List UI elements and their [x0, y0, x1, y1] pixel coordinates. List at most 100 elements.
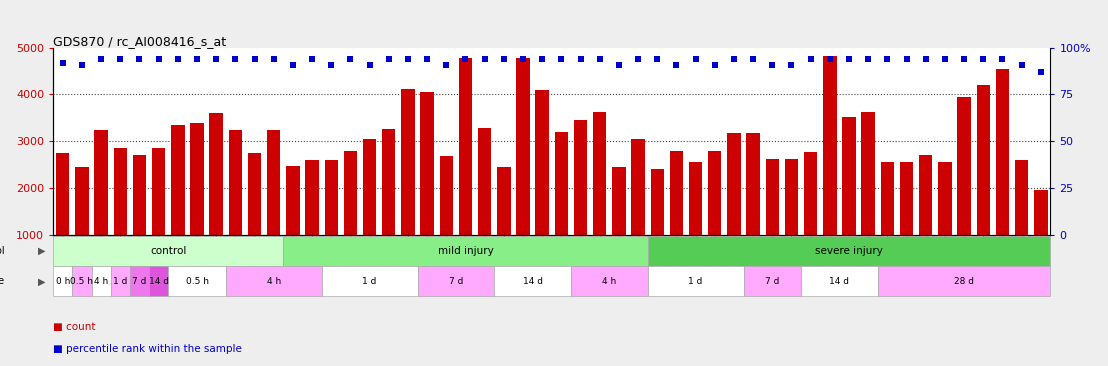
Bar	[325, 160, 338, 235]
Bar	[321, 266, 418, 296]
Bar	[862, 112, 875, 235]
Point	[974, 56, 992, 62]
Point	[438, 63, 455, 68]
Point	[475, 56, 493, 62]
Bar	[191, 123, 204, 235]
Text: 14 d: 14 d	[830, 277, 850, 286]
Point	[92, 56, 110, 62]
Text: ■ percentile rank within the sample: ■ percentile rank within the sample	[53, 344, 242, 354]
Text: severe injury: severe injury	[815, 246, 883, 256]
Bar	[919, 155, 933, 235]
Bar	[226, 266, 321, 296]
Text: mild injury: mild injury	[438, 246, 493, 256]
Bar	[53, 266, 72, 296]
Bar	[571, 266, 648, 296]
Point	[419, 56, 437, 62]
Point	[821, 56, 839, 62]
Bar	[72, 266, 92, 296]
Bar	[209, 113, 223, 235]
Bar	[878, 266, 1050, 296]
Point	[572, 56, 589, 62]
Bar	[535, 90, 548, 235]
Text: ■ count: ■ count	[53, 322, 95, 332]
Bar	[801, 266, 878, 296]
Bar	[881, 163, 894, 235]
Point	[304, 56, 321, 62]
Bar	[727, 133, 740, 235]
Text: 0 h: 0 h	[55, 277, 70, 286]
Text: 14 d: 14 d	[523, 277, 543, 286]
Bar	[555, 132, 568, 235]
Point	[955, 56, 973, 62]
Bar	[574, 120, 587, 235]
Bar	[94, 130, 107, 235]
Bar	[130, 266, 150, 296]
Point	[994, 56, 1012, 62]
Text: 7 d: 7 d	[132, 277, 146, 286]
Bar	[382, 128, 396, 235]
Bar	[648, 236, 1050, 266]
Bar	[440, 156, 453, 235]
Text: 1 d: 1 d	[113, 277, 127, 286]
Point	[495, 56, 513, 62]
Text: 7 d: 7 d	[449, 277, 463, 286]
Point	[131, 56, 148, 62]
Bar	[133, 155, 146, 235]
Bar	[343, 151, 357, 235]
Bar	[168, 266, 226, 296]
Point	[399, 56, 417, 62]
Text: GDS870 / rc_AI008416_s_at: GDS870 / rc_AI008416_s_at	[53, 34, 226, 48]
Point	[629, 56, 647, 62]
Text: 1 d: 1 d	[362, 277, 377, 286]
Bar	[152, 148, 165, 235]
Text: 0.5 h: 0.5 h	[71, 277, 93, 286]
Point	[226, 56, 244, 62]
Text: 28 d: 28 d	[954, 277, 974, 286]
Bar	[976, 85, 989, 235]
Text: 14 d: 14 d	[148, 277, 168, 286]
Point	[917, 56, 935, 62]
Point	[284, 63, 301, 68]
Point	[73, 63, 91, 68]
Text: time: time	[0, 276, 6, 287]
Text: 1 d: 1 d	[688, 277, 702, 286]
Bar	[669, 151, 684, 235]
Bar	[459, 58, 472, 235]
Bar	[53, 236, 284, 266]
Bar	[111, 266, 130, 296]
Bar	[150, 266, 168, 296]
Point	[706, 63, 724, 68]
Bar	[363, 139, 377, 235]
Point	[936, 56, 954, 62]
Bar	[650, 169, 664, 235]
Bar	[648, 266, 743, 296]
Text: ▶: ▶	[38, 276, 45, 287]
Point	[246, 56, 264, 62]
Point	[591, 56, 608, 62]
Bar	[1015, 160, 1028, 235]
Text: control: control	[150, 246, 186, 256]
Bar	[938, 162, 952, 235]
Point	[667, 63, 685, 68]
Point	[1032, 69, 1049, 75]
Bar	[747, 133, 760, 235]
Bar	[689, 163, 702, 235]
Point	[265, 56, 283, 62]
Point	[380, 56, 398, 62]
Point	[860, 56, 878, 62]
Point	[341, 56, 359, 62]
Point	[322, 63, 340, 68]
Point	[745, 56, 762, 62]
Bar	[804, 152, 818, 235]
Point	[514, 56, 532, 62]
Bar	[784, 158, 798, 235]
Point	[150, 56, 167, 62]
Point	[782, 63, 800, 68]
Bar	[494, 266, 571, 296]
Point	[763, 63, 781, 68]
Bar	[766, 159, 779, 235]
Bar	[497, 167, 511, 235]
Point	[361, 63, 379, 68]
Bar	[900, 163, 913, 235]
Bar	[632, 139, 645, 235]
